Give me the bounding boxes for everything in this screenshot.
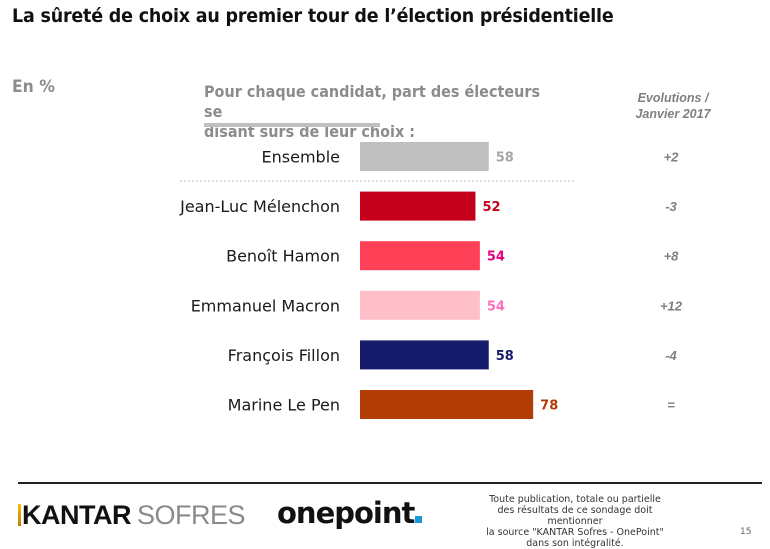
question-underline [204,123,380,127]
kantar-logo-bar-icon [18,504,21,526]
bar [360,340,489,370]
value-label: 52 [482,200,500,215]
evolution-header: Evolutions / Janvier 2017 [618,90,728,122]
category-label: François Fillon [228,346,340,365]
question-line-1: Pour chaque candidat, part des électeurs… [204,82,541,121]
onepoint-logo: onepoint [277,496,423,530]
bar [360,241,480,271]
value-label: 58 [496,151,514,166]
footer-divider [18,482,762,484]
category-label: Jean-Luc Mélenchon [179,197,340,216]
evolution-header-line-1: Evolutions / [637,91,709,105]
onepoint-logo-text: onepoint [277,496,415,530]
evolution-value: -3 [665,199,677,214]
unit-label: En % [12,77,55,97]
category-label: Benoît Hamon [226,247,340,266]
onepoint-dot-icon [415,516,423,523]
evolution-value: +2 [664,150,680,165]
category-label: Ensemble [262,148,340,167]
value-label: 54 [487,250,505,265]
value-label: 54 [487,299,505,314]
evolution-value: -4 [665,348,677,363]
kantar-logo-text: KANTAR [22,500,131,530]
disclaimer-line: des résultats de ce sondage doit mention… [497,505,653,527]
bar [360,191,476,221]
value-label: 58 [496,349,514,364]
page-title: La sûreté de choix au premier tour de l’… [12,5,614,27]
evolution-value: +8 [664,249,680,264]
bar [360,390,534,419]
category-label: Emmanuel Macron [191,296,340,315]
disclaimer-line: dans son intégralité. [526,538,624,549]
evolution-header-line-2: Janvier 2017 [635,107,711,121]
question-text: Pour chaque candidat, part des électeurs… [204,82,546,142]
bar [360,142,489,171]
kantar-sofres-logo: KANTAR SOFRES [18,500,246,531]
disclaimer: Toute publication, totale ou partielle d… [470,494,680,549]
sofres-logo-text: SOFRES [136,500,246,530]
bar [360,290,480,320]
page-number: 15 [740,527,752,537]
value-label: 78 [540,399,558,414]
evolution-value: +12 [660,298,683,313]
disclaimer-line: Toute publication, totale ou partielle [489,494,661,505]
category-label: Marine Le Pen [228,396,340,415]
evolution-value: = [667,398,675,413]
disclaimer-line: la source "KANTAR Sofres - OnePoint" [486,527,664,538]
